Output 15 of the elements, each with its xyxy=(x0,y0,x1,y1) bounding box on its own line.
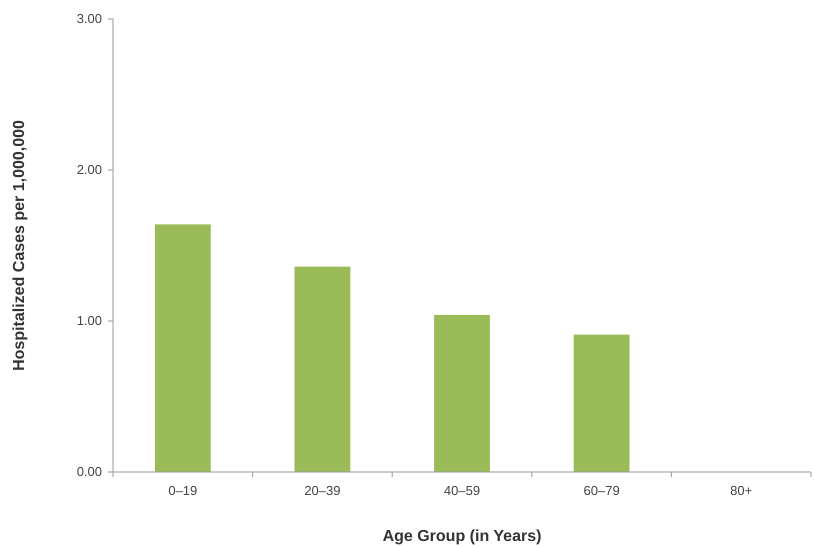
x-axis-title: Age Group (in Years) xyxy=(382,528,542,545)
x-tick-label: 20–39 xyxy=(304,483,340,498)
y-tick-label: 2.00 xyxy=(76,162,102,178)
x-tick-label: 60–79 xyxy=(584,483,620,498)
x-tick-label: 80+ xyxy=(730,483,752,498)
y-axis-title: Hospitalized Cases per 1,000,000 xyxy=(11,120,28,371)
x-tick-label: 0–19 xyxy=(168,483,198,498)
bar xyxy=(294,266,350,472)
bar xyxy=(434,314,490,472)
y-tick-label: 3.00 xyxy=(76,11,102,26)
y-tick-label: 1.00 xyxy=(76,313,102,328)
x-tick-label: 40–59 xyxy=(444,483,480,498)
bar xyxy=(574,334,630,472)
y-tick-label: 0.00 xyxy=(76,464,102,480)
bar xyxy=(154,224,211,472)
